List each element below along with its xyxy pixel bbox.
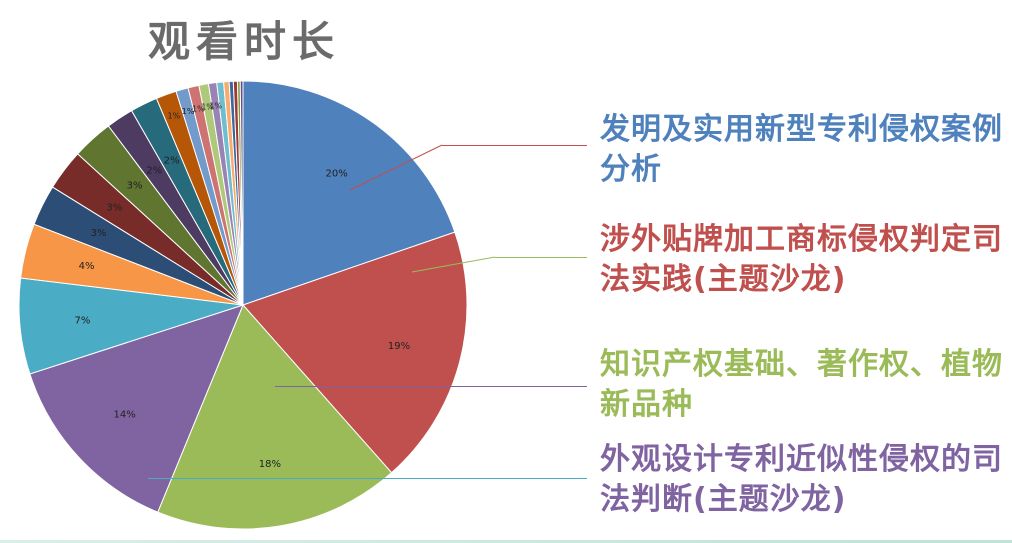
slice-label: 1% [201, 103, 214, 112]
slice-labels: 20%19%18%14%7%4%3%3%3%2%2%1%1%1%1%1% [75, 101, 411, 470]
slice-label: 3% [106, 203, 122, 214]
leader-lines [349, 144, 496, 273]
pie-slice [239, 80, 244, 306]
slice-label: 3% [91, 228, 107, 239]
callout-design-patent: 外观设计专利近似性侵权的司法判断(主题沙龙) [600, 442, 1003, 517]
leader-line [411, 256, 496, 273]
slice-label: 4% [79, 261, 95, 272]
chart-title: 观看时长 [148, 17, 341, 66]
pie-slice [242, 80, 456, 306]
pie-slice [157, 304, 393, 530]
callout-line-2 [495, 257, 587, 258]
pie-slice [242, 231, 468, 474]
callout-line-1 [442, 145, 587, 146]
slice-label: 1% [209, 101, 222, 110]
callout-line-4 [148, 478, 587, 479]
slice-label: 2% [164, 155, 180, 166]
slice-label: 2% [146, 165, 162, 176]
bottom-divider [0, 540, 1012, 543]
slice-label: 20% [326, 169, 348, 180]
slice-label: 1% [182, 107, 195, 116]
slice-label: 7% [75, 315, 91, 326]
leader-line [349, 144, 443, 191]
callout-oem-trademark: 涉外贴牌加工商标侵权判定司法实践(主题沙龙) [600, 222, 1003, 297]
slice-label: 19% [388, 341, 410, 352]
pie-slices [18, 80, 468, 530]
slice-label: 14% [114, 410, 136, 421]
callout-line-3 [275, 386, 587, 387]
slice-label: 18% [259, 459, 281, 470]
slice-label: 1% [192, 104, 205, 113]
slice-label: 3% [127, 181, 143, 192]
slice-label: 1% [168, 112, 181, 121]
callout-ip-basics: 知识产权基础、著作权、植物新品种 [600, 347, 1003, 422]
callout-invention-patent: 发明及实用新型专利侵权案例分析 [600, 112, 1003, 187]
